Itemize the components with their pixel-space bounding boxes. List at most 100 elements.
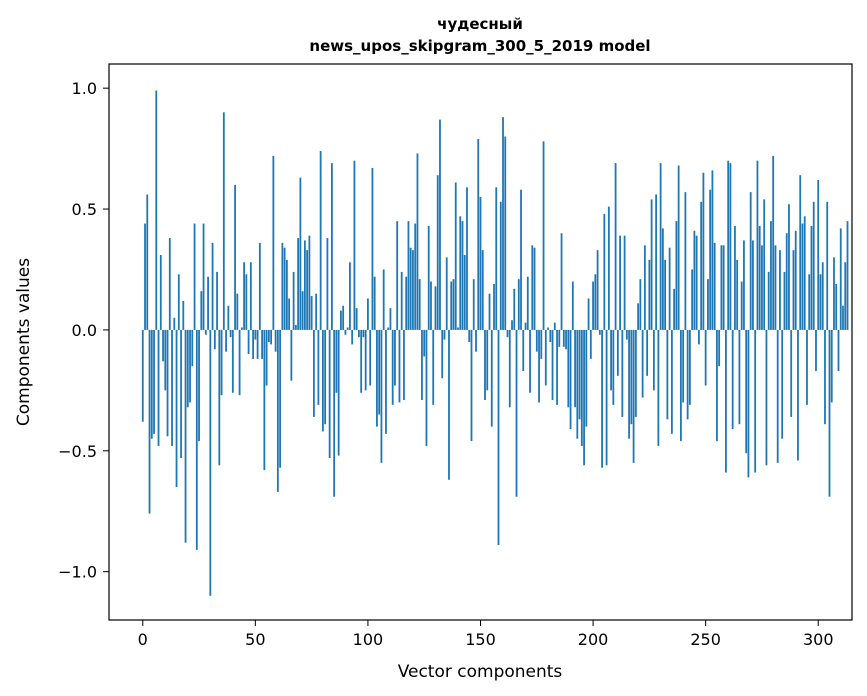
bar-170	[524, 322, 527, 330]
bar-253	[711, 170, 714, 330]
bar-184	[556, 329, 558, 405]
bar-138	[452, 279, 455, 330]
bar-112	[394, 329, 396, 386]
bar-149	[477, 138, 480, 330]
bar-152	[484, 329, 486, 401]
bar-21	[189, 329, 191, 403]
bar-36	[222, 112, 225, 330]
bar-272	[754, 329, 757, 473]
bar-103	[373, 276, 376, 330]
bar-162	[506, 329, 509, 338]
bar-102	[371, 167, 374, 330]
bar-239	[679, 329, 682, 442]
bar-127	[427, 225, 430, 330]
bar-240	[682, 329, 685, 403]
bar-282	[776, 329, 779, 463]
y-tick-label-3: 0.5	[72, 200, 97, 219]
bar-223	[643, 245, 646, 330]
bar-200	[592, 281, 594, 330]
bar-125	[423, 329, 426, 357]
bar-199	[589, 329, 592, 359]
bar-234	[668, 247, 671, 330]
bar-207	[607, 206, 610, 330]
bar-61	[279, 329, 282, 468]
bar-120	[412, 250, 414, 330]
bar-58	[272, 155, 275, 330]
bar-94	[353, 160, 356, 330]
bar-245	[693, 230, 696, 330]
bar-25	[198, 329, 200, 442]
y-tick-label-0: −1.0	[58, 563, 97, 582]
bar-157	[495, 187, 498, 330]
bar-79	[319, 151, 322, 330]
bar-187	[562, 329, 565, 347]
bar-279	[770, 221, 772, 330]
bar-31	[211, 242, 214, 330]
bar-179	[544, 329, 547, 386]
bar-213	[621, 329, 624, 417]
bar-16	[177, 274, 180, 330]
bar-301	[819, 274, 822, 330]
bar-306	[830, 329, 833, 403]
bar-28	[204, 329, 207, 335]
bar-243	[688, 329, 691, 405]
bar-104	[376, 329, 378, 427]
bar-137	[450, 281, 453, 330]
bar-248	[700, 201, 703, 330]
bar-42	[236, 293, 239, 330]
bar-289	[792, 250, 795, 330]
bar-303	[824, 329, 826, 425]
bar-258	[722, 245, 725, 330]
bar-118	[407, 221, 410, 330]
bar-252	[709, 189, 712, 330]
bar-175	[535, 329, 538, 352]
bar-45	[243, 262, 245, 330]
bar-281	[774, 245, 777, 330]
bar-32	[213, 329, 216, 350]
bar-244	[691, 269, 694, 330]
bar-235	[670, 329, 673, 434]
bar-307	[833, 257, 835, 330]
bar-220	[637, 303, 640, 330]
bar-269	[747, 329, 750, 478]
bar-49	[252, 329, 254, 359]
bar-249	[702, 172, 705, 330]
bar-33	[216, 271, 218, 330]
bar-14	[173, 317, 176, 330]
bar-8	[159, 254, 162, 330]
bar-105	[378, 329, 381, 415]
bar-238	[677, 165, 680, 330]
bar-232	[664, 259, 667, 330]
bar-84	[331, 163, 333, 330]
bar-147	[472, 279, 475, 330]
bar-22	[191, 329, 194, 367]
bar-276	[763, 199, 766, 330]
bar-257	[720, 245, 723, 330]
bar-88	[340, 310, 342, 330]
bar-6	[155, 90, 158, 330]
bar-151	[481, 250, 484, 330]
bar-134	[443, 329, 446, 340]
bar-256	[718, 329, 721, 367]
bar-255	[716, 329, 718, 442]
bar-273	[756, 160, 759, 330]
bar-46	[245, 274, 248, 330]
bar-296	[808, 274, 811, 330]
bar-93	[351, 329, 354, 345]
bar-0	[141, 329, 144, 422]
bar-215	[625, 329, 628, 340]
bar-237	[675, 221, 678, 330]
bar-271	[752, 240, 754, 330]
chart-subtitle: news_upos_skipgram_300_5_2019 model	[309, 37, 650, 55]
bar-142	[461, 221, 464, 330]
bar-180	[547, 327, 549, 330]
bar-183	[553, 322, 556, 330]
bar-7	[157, 329, 160, 446]
bar-34	[218, 329, 221, 466]
bar-230	[659, 163, 662, 330]
bar-292	[799, 175, 802, 330]
bar-38	[227, 305, 230, 330]
bar-274	[758, 225, 761, 330]
bar-302	[821, 262, 824, 330]
bar-150	[479, 196, 482, 330]
